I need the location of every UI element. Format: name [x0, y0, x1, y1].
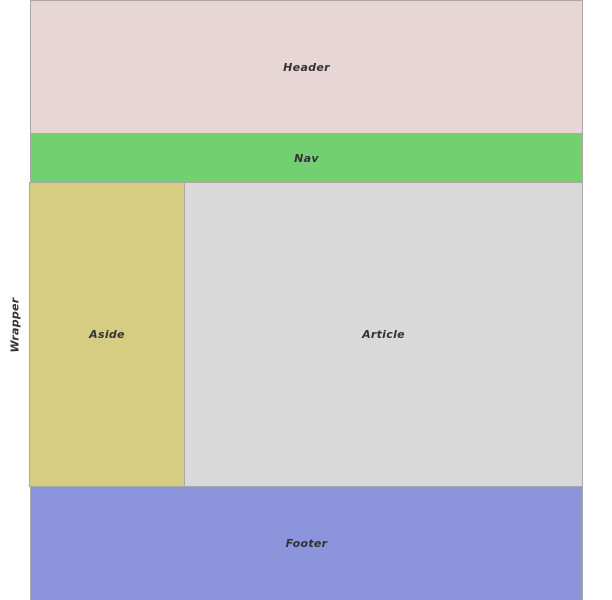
wrapper-label: Wrapper	[8, 297, 22, 353]
header-label: Header	[283, 60, 330, 74]
footer-label: Footer	[285, 537, 328, 550]
article-label: Article	[362, 328, 405, 341]
aside-label: Aside	[89, 328, 125, 341]
article-region: Article	[184, 182, 583, 487]
footer-region: Footer	[30, 486, 583, 600]
aside-region: Aside	[29, 182, 185, 487]
nav-label: Nav	[294, 151, 319, 165]
header-region: Header	[30, 0, 583, 134]
nav-region: Nav	[30, 133, 583, 183]
